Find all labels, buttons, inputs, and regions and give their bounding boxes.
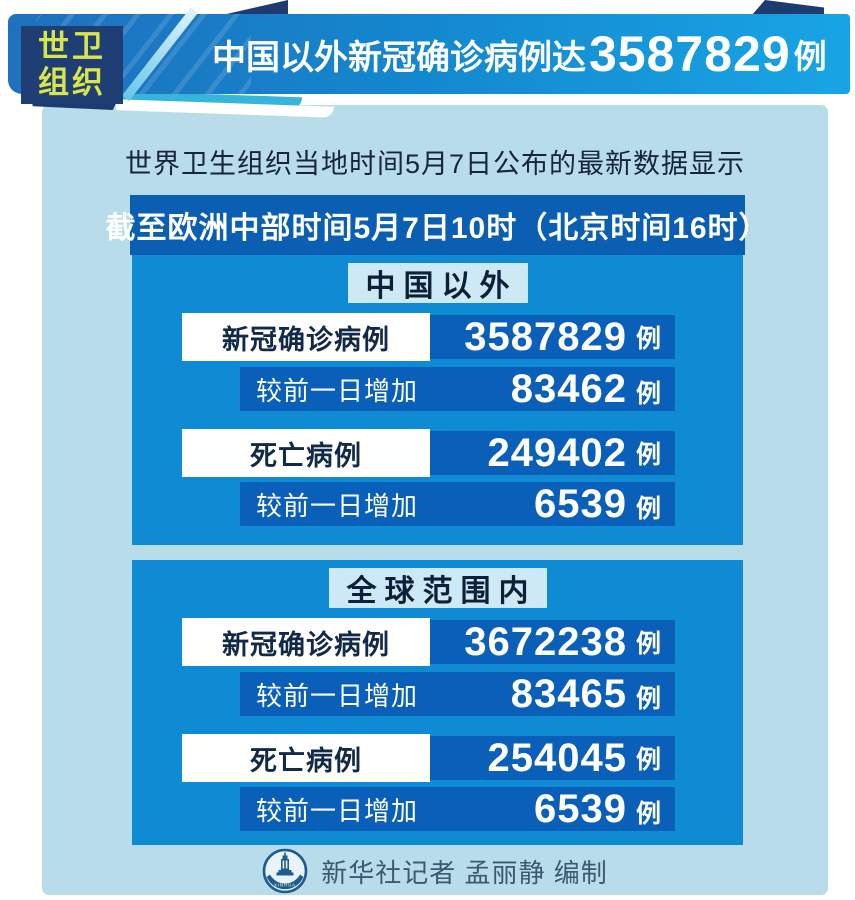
metric-value: 83462 [510,367,627,411]
section-outside-china: 中国以外 新冠确诊病例 3587829 例 较前一日增加 83462 例 死亡病… [132,255,743,545]
metric-value-strip: 3587829 例 [430,315,675,359]
metric-value: 83465 [510,672,627,716]
metric-unit: 例 [635,325,661,353]
metric-value: 3587829 [464,315,627,359]
metric-label: 较前一日增加 [256,375,419,406]
metric-unit: 例 [635,380,661,408]
metric-label-box: 死亡病例 [182,734,430,782]
metric-value-strip: 249402 例 [430,431,675,475]
metric-label: 死亡病例 [250,440,362,471]
section-title: 全球范围内 [328,568,547,608]
metric-value-group: 6539 例 [534,787,661,831]
metric-row-increase: 较前一日增加 83462 例 [240,367,675,411]
metric-value-group: 83465 例 [511,672,661,716]
metric-unit: 例 [635,441,661,469]
metric-label-box: 新冠确诊病例 [182,618,430,666]
metric-label: 较前一日增加 [256,490,419,521]
who-badge-line2: 组织 [38,65,106,100]
xinhua-logo-icon: XINHUA [262,848,308,894]
metric-label: 新冠确诊病例 [222,324,390,355]
section-global: 全球范围内 新冠确诊病例 3672238 例 较前一日增加 83465 例 死亡… [132,560,743,845]
metric-unit: 例 [635,746,661,774]
svg-text:XINHUA: XINHUA [274,883,296,888]
ribbon-fold-right-icon [752,0,824,15]
metric-value: 6539 [534,482,627,526]
metric-unit: 例 [635,800,661,828]
metric-value: 6539 [534,787,627,831]
metric-unit: 例 [635,495,661,523]
metric-row-increase: 较前一日增加 6539 例 [240,482,675,526]
metric-value-strip: 254045 例 [430,736,675,780]
metric-unit: 例 [635,685,661,713]
subtitle: 世界卫生组织当地时间5月7日公布的最新数据显示 [124,149,746,179]
main-title-unit: 例 [793,38,827,75]
metric-row-increase: 较前一日增加 83465 例 [240,672,675,716]
credit-text: 新华社记者 孟丽静 编制 [321,857,608,888]
as-of-time-bar: 截至欧洲中部时间5月7日10时（北京时间16时） [105,195,769,255]
metric-value-group: 83462 例 [511,367,661,411]
metric-value-strip: 3672238 例 [430,620,675,664]
metric-value: 254045 [487,736,627,780]
main-title: 中国以外新冠确诊病例达 3587829 例 [212,14,827,94]
metric-value: 249402 [487,431,627,475]
section-title: 中国以外 [347,263,528,303]
who-badge: 世卫 组织 [21,26,123,104]
main-title-text: 中国以外新冠确诊病例达 [212,38,586,77]
metric-label: 死亡病例 [250,745,362,776]
footer: XINHUA 新华社记者 孟丽静 编制 [42,847,828,895]
metric-value: 3672238 [464,620,627,664]
metric-row-increase: 较前一日增加 6539 例 [240,787,675,831]
metric-label: 较前一日增加 [256,795,419,826]
who-badge-line1: 世卫 [38,29,106,64]
metric-label-box: 新冠确诊病例 [182,313,430,361]
metric-label: 较前一日增加 [256,680,419,711]
main-title-number: 3587829 [589,26,791,82]
metric-label-box: 死亡病例 [182,429,430,477]
metric-label: 新冠确诊病例 [222,629,390,660]
metric-value-group: 6539 例 [534,482,661,526]
metric-unit: 例 [635,630,661,658]
